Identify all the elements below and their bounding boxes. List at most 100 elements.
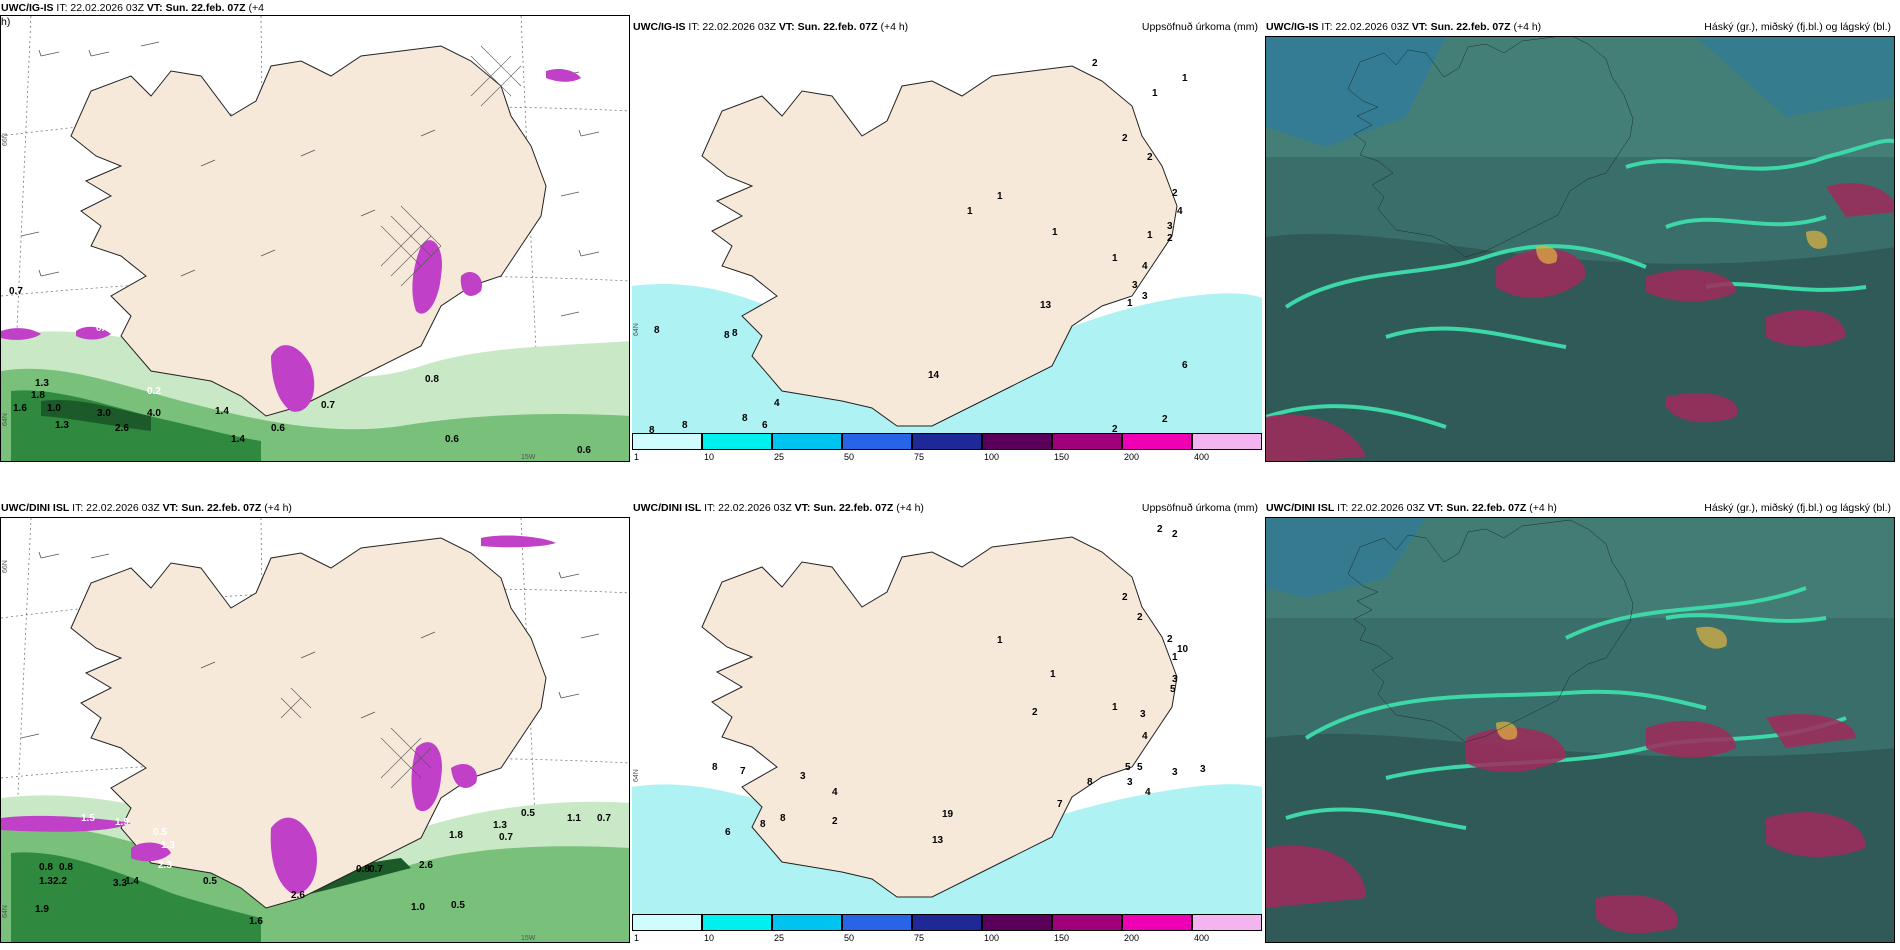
panel-header: UWC/IG-IS IT: 22.02.2026 03Z VT: Sun. 22… xyxy=(633,21,1258,34)
label: 2 xyxy=(832,816,838,827)
label: 0.7 xyxy=(369,864,383,875)
label: 1 xyxy=(1050,669,1056,680)
label: 3 xyxy=(1142,291,1148,302)
lead-time: (+4 h) xyxy=(1513,21,1542,33)
init-time: IT: 22.02.2026 03Z xyxy=(56,2,144,14)
label: 7 xyxy=(1057,799,1063,810)
label: 2 xyxy=(1167,233,1173,244)
label: 4 xyxy=(832,787,838,798)
label: 2 xyxy=(1157,524,1163,535)
label: 1.3 xyxy=(39,876,53,887)
colorbar-tick: 100 xyxy=(984,933,1000,943)
label: 1.6 xyxy=(249,916,263,927)
label: 0.6 xyxy=(445,434,459,445)
colorbar-tick: 1 xyxy=(634,452,640,462)
colorbar-segment xyxy=(912,914,982,931)
label: 3.0 xyxy=(97,408,111,419)
label: 2 xyxy=(1032,707,1038,718)
label: 14 xyxy=(928,370,940,381)
label: 4 xyxy=(1142,731,1148,742)
panel-top-right: UWC/IG-IS IT: 22.02.2026 03Z VT: Sun. 22… xyxy=(1265,15,1895,462)
init-time: IT: 22.02.2026 03Z xyxy=(1321,21,1409,33)
colorbar-segment xyxy=(1052,433,1122,450)
label: 1.3 xyxy=(161,840,175,851)
lead-time: (+4 h) xyxy=(896,502,924,514)
label: 1 xyxy=(1112,253,1118,264)
colorbar-segment xyxy=(842,914,912,931)
label: 6 xyxy=(725,827,731,838)
lat-label: 64N xyxy=(633,769,640,782)
lon-label: 15W xyxy=(521,454,536,461)
label: 8 xyxy=(760,819,766,830)
label: 6 xyxy=(1182,360,1188,371)
colorbar-segment xyxy=(632,433,702,450)
label: 1.5 xyxy=(81,813,95,824)
label: 8 xyxy=(654,325,660,336)
valid-time: VT: Sun. 22.feb. 07Z xyxy=(162,502,262,514)
lead-time: (+4 h) xyxy=(264,502,292,514)
model-name: UWC/DINI ISL xyxy=(1,502,70,514)
label: 1.8 xyxy=(449,830,463,841)
label: 4 xyxy=(1177,206,1183,217)
lead-time: (+4 h) xyxy=(880,21,909,33)
label: 1 xyxy=(997,635,1003,646)
label: 3 xyxy=(1167,221,1173,232)
map-canvas xyxy=(1266,518,1894,942)
colorbar-tick: 25 xyxy=(774,452,785,462)
model-name: UWC/DINI ISL xyxy=(633,502,702,514)
label: 7 xyxy=(740,766,746,777)
label: 8 xyxy=(1087,777,1093,788)
colorbar-segment xyxy=(912,433,982,450)
model-name: UWC/IG-IS xyxy=(633,21,686,33)
colorbar-segment xyxy=(1192,433,1262,450)
field-title: Uppsöfnuð úrkoma (mm) xyxy=(1141,21,1258,33)
label: 0.7 xyxy=(321,400,335,411)
lat-label: 66N xyxy=(2,133,9,146)
label: 3 xyxy=(1172,767,1178,778)
colorbar-tick: 1 xyxy=(634,933,640,943)
label: 13 xyxy=(932,835,944,846)
label: 0.6 xyxy=(96,323,110,334)
field-title: Háský (gr.), miðský (fj.bl.) og lágský (… xyxy=(1704,502,1891,514)
label: 0.2 xyxy=(147,386,161,397)
colorbar-segment xyxy=(842,433,912,450)
label: 1.9 xyxy=(115,817,129,828)
label: 0.7 xyxy=(9,286,23,297)
map-canvas: 2 2 2 2 1 1 2 1 3 10 5 1 2 3 4 5 5 3 3 8 xyxy=(632,517,1262,914)
label: 1.3 xyxy=(35,378,49,389)
label: 2 xyxy=(1172,188,1178,199)
label: 2.6 xyxy=(419,860,433,871)
field-title: Háský (gr.), miðský (fj.bl.) og lágský (… xyxy=(1704,21,1891,33)
label: 1 xyxy=(997,191,1003,202)
valid-time: VT: Sun. 22.feb. 07Z xyxy=(794,502,894,514)
colorbar: 1 10 25 50 75 100 150 200 400 xyxy=(632,914,1262,943)
colorbar-tick: 50 xyxy=(844,933,855,943)
label: 19 xyxy=(942,809,954,820)
colorbar-segment xyxy=(772,433,842,450)
label: 4 xyxy=(1145,787,1151,798)
label: 1.6 xyxy=(13,403,27,414)
colorbar-segment xyxy=(632,914,702,931)
panel-bot-left: UWC/DINI ISL IT: 22.02.2026 03Z VT: Sun.… xyxy=(0,496,630,943)
label: 3 xyxy=(800,771,806,782)
label: 3 xyxy=(1200,764,1206,775)
label: 2.3 xyxy=(158,860,172,871)
label: 1 xyxy=(1182,73,1188,84)
map-clouds-ig xyxy=(1265,36,1895,462)
colorbar-tick: 100 xyxy=(984,452,1000,462)
init-time: IT: 22.02.2026 03Z xyxy=(72,502,160,514)
label: 1 xyxy=(1052,227,1058,238)
map-canvas: 1.5 1.9 0.5 1.3 2.3 0.8 0.8 1.3 2.2 3.3 … xyxy=(1,518,629,942)
label: 1 xyxy=(967,206,973,217)
label: 2 xyxy=(1172,529,1178,540)
label: 3.3 xyxy=(113,878,127,889)
panel-top-left: 0.7 0.6 1.3 1.8 1.6 1.0 0.2 3.0 4.0 1.3 … xyxy=(0,2,630,462)
valid-time: VT: Sun. 22.feb. 07Z xyxy=(1427,502,1527,514)
label: 2.6 xyxy=(291,890,305,901)
panel-top-mid: UWC/IG-IS IT: 22.02.2026 03Z VT: Sun. 22… xyxy=(632,15,1262,462)
lead-time: (+4 h) xyxy=(1529,502,1557,514)
model-name: UWC/IG-IS xyxy=(1,2,54,14)
colorbar: 1 10 25 50 75 100 150 200 400 xyxy=(632,433,1262,462)
model-name: UWC/DINI ISL xyxy=(1266,502,1335,514)
map-precip-dini: 2 2 2 2 1 1 2 1 3 10 5 1 2 3 4 5 5 3 3 8 xyxy=(632,517,1262,914)
